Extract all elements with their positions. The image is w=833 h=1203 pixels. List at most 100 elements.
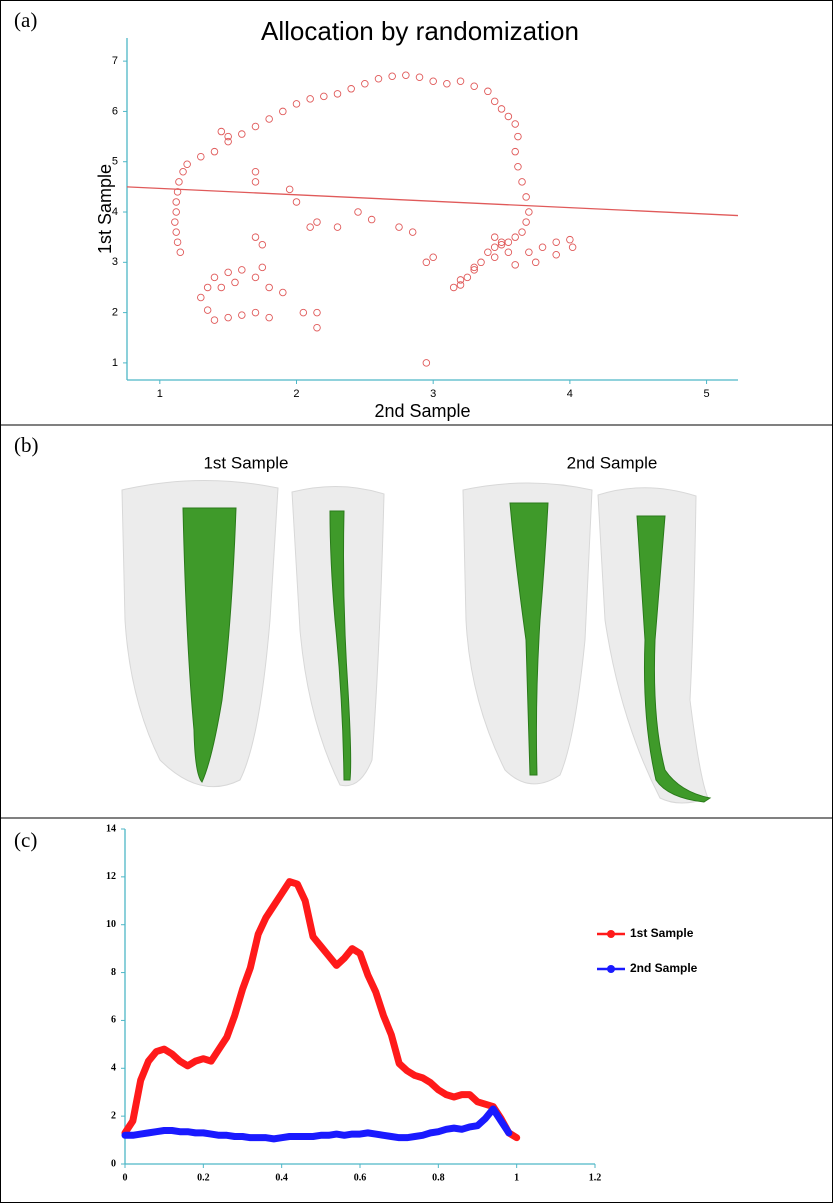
x-tick-label: 3 [430,388,436,400]
x-tick-label: 5 [703,388,709,400]
point [491,98,498,105]
point [198,294,205,301]
y-tick-label: 10 [106,919,116,930]
point [334,224,341,231]
point [239,267,246,274]
point [307,96,314,103]
point [314,219,321,226]
x-tick-label: 1 [157,388,163,400]
point [375,75,382,82]
point [321,93,328,100]
point [259,264,266,271]
point [457,277,464,284]
legend-label: 1st Sample [630,926,694,940]
panel-label: (b) [14,433,39,457]
point [485,249,492,256]
point [198,153,205,160]
point [512,148,519,155]
y-tick-label: 6 [111,1015,116,1026]
point [567,236,574,243]
point [403,72,410,79]
point [184,161,191,168]
point [177,249,184,256]
y-tick-label: 2 [112,307,118,319]
x-tick-label: 0.8 [432,1172,445,1183]
point [293,199,300,206]
x-tick-label: 0 [123,1172,128,1183]
point [259,241,266,248]
chart-title: Allocation by randomization [261,16,579,46]
point [307,224,314,231]
point [532,259,539,266]
point [485,88,492,95]
x-tick-label: 1.2 [589,1172,602,1183]
point [430,78,437,85]
point [218,128,225,135]
point [286,186,293,193]
point [355,209,362,216]
point [252,309,259,316]
point [416,74,423,81]
point [172,219,179,226]
y-tick-label: 0 [111,1158,116,1169]
point [176,179,183,186]
y-tick-label: 6 [112,105,118,117]
point [225,133,232,140]
point [314,324,321,331]
point [173,199,180,206]
point [280,289,287,296]
image-title: 1st Sample [203,453,288,472]
point [523,219,530,226]
point [314,309,321,316]
y-tick-label: 2 [111,1110,116,1121]
point [218,284,225,291]
point [457,78,464,85]
point [239,312,246,319]
point [491,234,498,241]
point [539,244,546,251]
point [173,209,180,216]
point [252,274,259,281]
point [515,163,522,170]
point [515,133,522,140]
point [512,121,519,128]
point [396,224,403,231]
series-line [125,1109,509,1139]
point [444,80,451,87]
point [505,239,512,246]
point [180,168,187,175]
x-tick-label: 1 [514,1172,519,1183]
point [491,244,498,251]
point [252,179,259,186]
point [478,259,485,266]
point [204,307,211,314]
point [423,259,430,266]
point [300,309,307,316]
point [512,234,519,241]
x-tick-label: 0.6 [354,1172,367,1183]
point [519,229,526,236]
figure: (a) (b) (c) 1st Sample 2nd Sample 123451… [0,0,833,1203]
legend-marker [607,965,615,973]
x-tick-label: 4 [567,388,573,400]
series-line [125,882,517,1138]
point [362,80,369,87]
point [423,360,430,367]
point [498,106,505,113]
y-axis-label: 1st Sample [95,164,115,254]
point [239,131,246,138]
point [512,262,519,269]
y-tick-label: 1 [112,357,118,369]
y-tick-label: 8 [111,967,116,978]
y-tick-label: 7 [112,55,118,67]
page: (a) (b) (c) 1st Sample 2nd Sample 123451… [0,0,833,1203]
point [505,113,512,120]
point [471,83,478,90]
y-tick-label: 4 [111,1063,116,1074]
y-tick-label: 12 [106,871,116,882]
x-tick-label: 0.2 [197,1172,210,1183]
y-tick-label: 3 [112,256,118,268]
point [225,269,232,276]
point [553,239,560,246]
point [232,279,239,286]
